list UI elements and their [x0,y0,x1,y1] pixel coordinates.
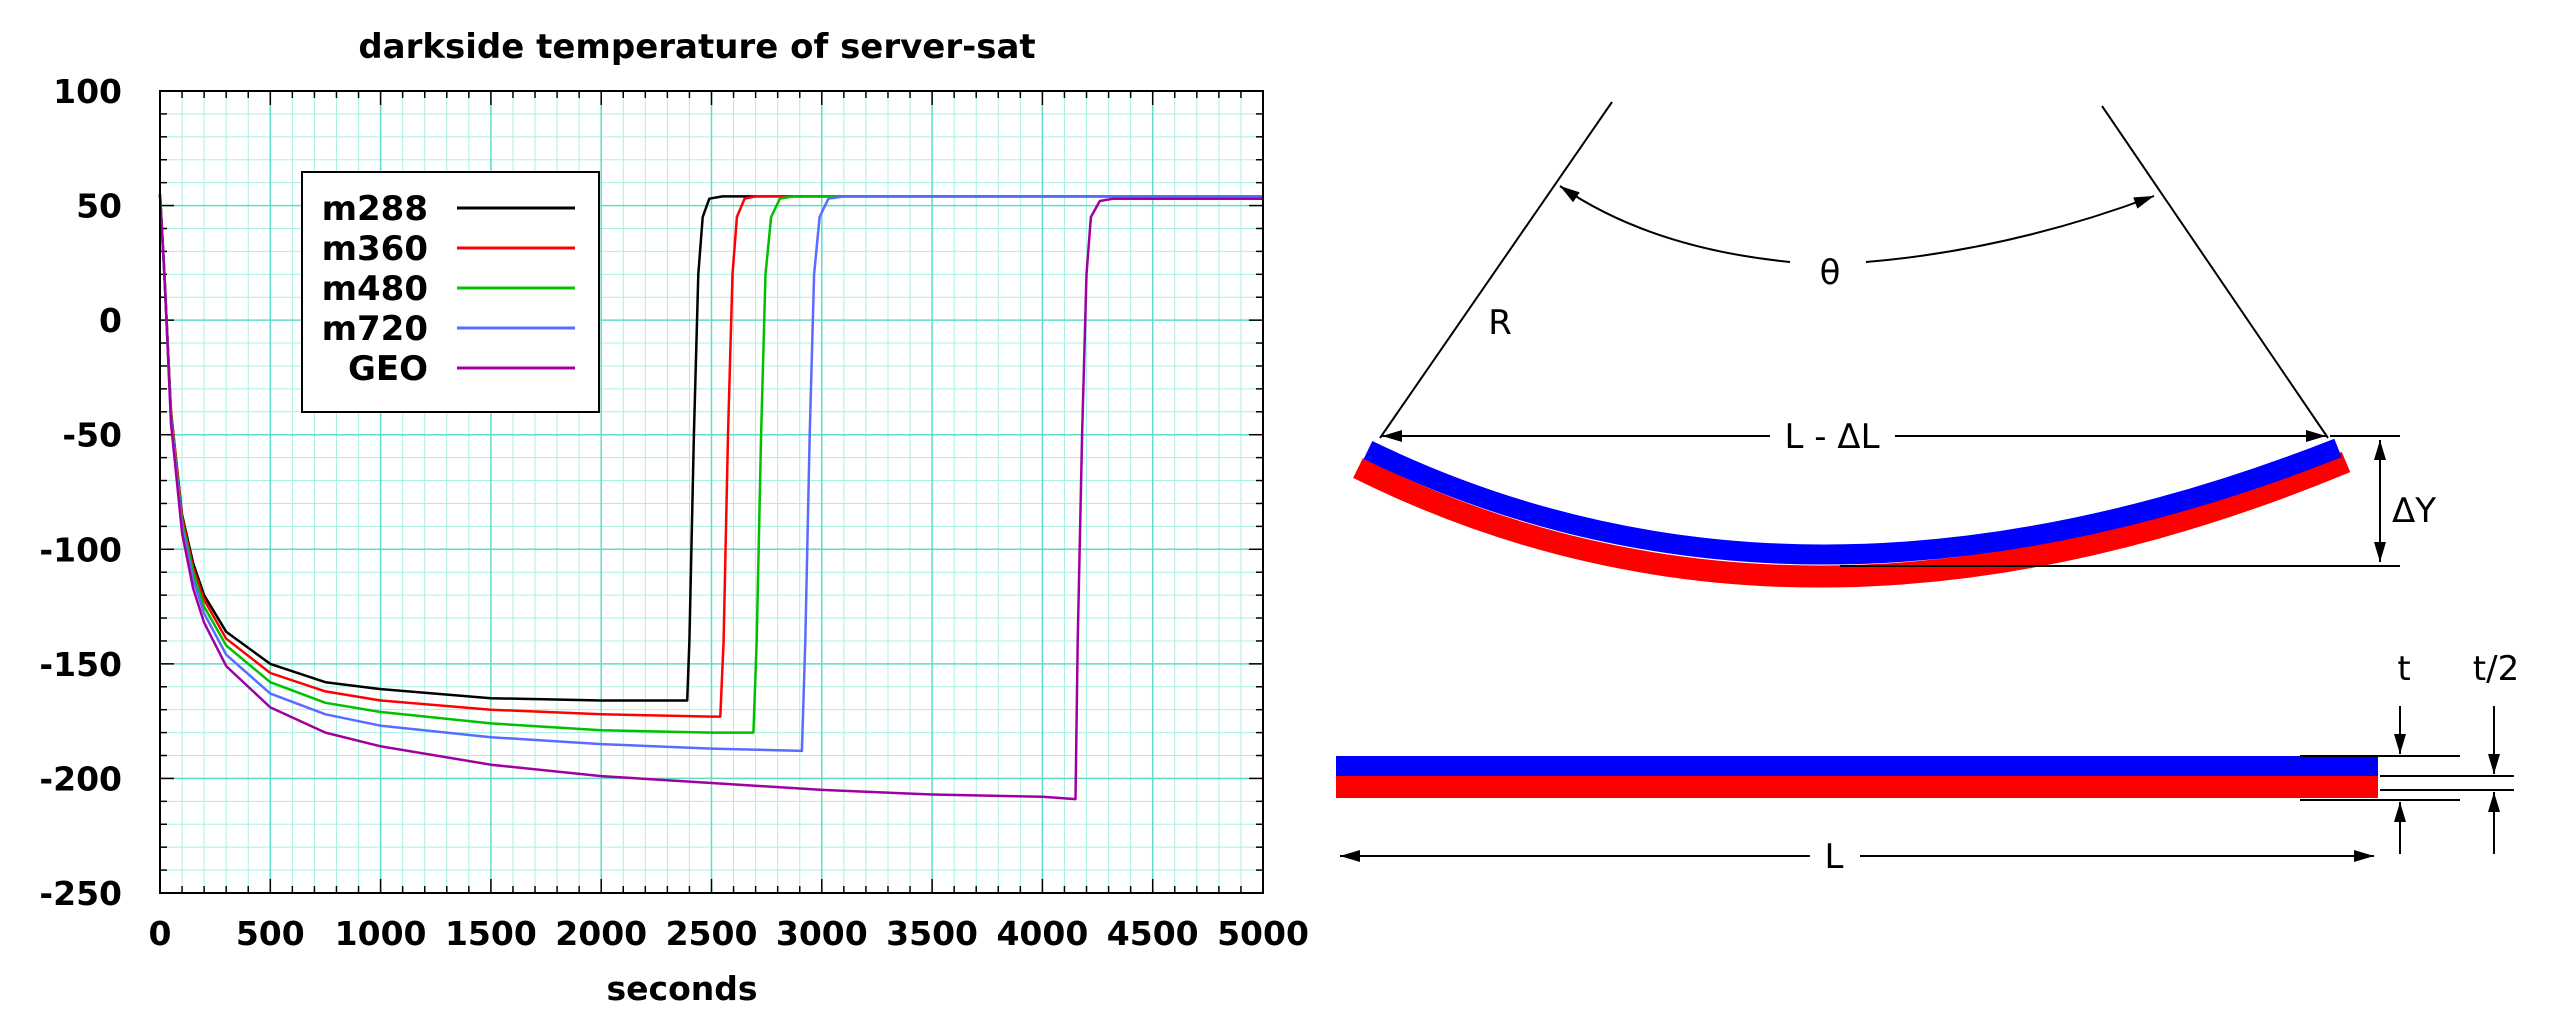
y-tick-label: -250 [39,874,122,913]
legend-label-m288: m288 [322,189,428,229]
x-axis-title: seconds [606,969,757,1008]
y-tick-label: -150 [39,645,122,684]
y-tick-label: 100 [53,72,122,111]
straight-strip-blue-layer [1336,756,2378,776]
half-thickness-label: t/2 [2473,649,2519,689]
series-lines [158,194,1263,801]
x-tick-label: 5000 [1217,914,1309,953]
thickness-label: t [2397,649,2410,689]
legend-box [301,171,600,413]
bent-strip-red-layer [1353,451,2351,588]
chord-label: L - ΔL [1784,417,1879,457]
y-tick-label: 50 [76,187,122,226]
chart-title: darkside temperature of server-sat [358,27,1035,67]
bent-strip-blue-layer [1363,438,2342,565]
legend-label-m360: m360 [322,229,428,269]
radius-line-left [1379,101,1613,439]
series-line-geo [158,194,1263,801]
x-tick-label: 500 [236,914,305,953]
y-tick-label: 0 [99,301,122,340]
x-tick-label: 2000 [555,914,647,953]
plot-frame [159,90,1264,894]
x-tick-label: 0 [149,914,172,953]
y-tick-labels: 100 50 0 -50 -100 -150 -200 -250 [39,72,122,913]
x-tick-labels: 0 500 1000 1500 2000 2500 3000 3500 4000 4500 5000 [149,914,1309,953]
x-tick-label: 1500 [445,914,537,953]
y-tick-label: -200 [39,759,122,798]
theta-label: θ [1820,253,1841,293]
y-tick-label: -100 [39,530,122,569]
x-tick-label: 4500 [1107,914,1199,953]
series-line-m720 [158,194,1263,753]
legend-label-m720: m720 [322,309,428,349]
radius-label: R [1488,303,1512,343]
legend-label-m480: m480 [322,269,428,309]
x-tick-label: 3000 [776,914,868,953]
y-tick-label: -50 [62,416,122,455]
theta-arc-left [1559,185,1791,263]
legend-label-geo: GEO [348,349,428,389]
x-tick-label: 1000 [335,914,427,953]
axis-ticks [159,90,1264,894]
radius-line-right [2101,105,2329,439]
length-label: L [1825,837,1844,877]
deflection-label: ΔY [2392,491,2436,531]
bending-diagram: θ R L - ΔL ΔY t t/2 L [1336,101,2519,877]
straight-strip-red-layer [1336,776,2378,798]
theta-arc-right [1865,195,2155,263]
x-tick-label: 2500 [666,914,758,953]
temperature-chart: darkside temperature of server-sat 0 500 1… [39,27,1309,1008]
x-tick-label: 4000 [996,914,1088,953]
x-tick-label: 3500 [886,914,978,953]
